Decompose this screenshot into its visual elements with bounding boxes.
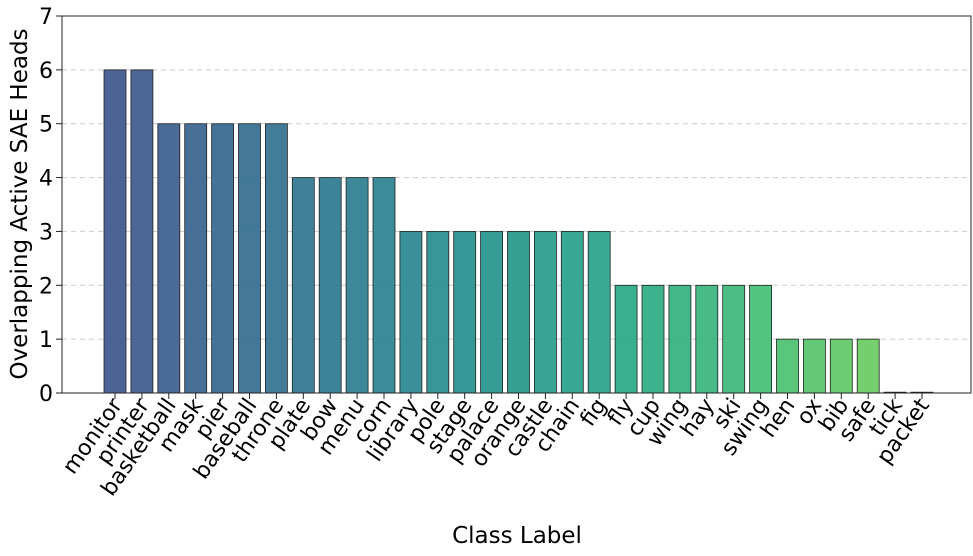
bar	[426, 231, 450, 394]
y-axis-title: Overlapping Active SAE Heads	[7, 28, 33, 379]
bar	[534, 231, 557, 394]
bar	[614, 284, 638, 394]
bar	[264, 123, 288, 394]
bar	[668, 284, 692, 394]
y-tick-label: 2	[39, 274, 53, 299]
bar	[480, 231, 504, 394]
bar	[829, 338, 853, 394]
plot-frame	[61, 15, 972, 394]
bar	[507, 231, 530, 394]
bar	[587, 231, 611, 394]
y-tick-label: 7	[39, 5, 53, 30]
bar	[211, 123, 235, 394]
bar	[641, 284, 665, 394]
bar	[749, 284, 772, 394]
y-tick-label: 0	[39, 382, 53, 407]
bar	[238, 123, 261, 394]
y-tick-label: 4	[39, 167, 53, 192]
bar	[399, 231, 423, 394]
bar	[695, 284, 719, 394]
x-axis-ticks: monitorprinterbasketballmaskpierbaseball…	[58, 393, 935, 501]
bar	[722, 284, 746, 394]
bar	[560, 231, 584, 394]
bar	[130, 69, 154, 394]
y-tick-label: 1	[39, 328, 53, 353]
bars	[103, 69, 934, 394]
bar	[318, 177, 342, 394]
bar	[184, 123, 208, 394]
bar	[372, 177, 396, 394]
y-tick-label: 6	[39, 59, 53, 84]
bar	[345, 177, 369, 394]
bar	[453, 231, 477, 394]
y-tick-label: 3	[39, 220, 53, 245]
bar	[776, 338, 799, 394]
y-tick-label: 5	[39, 113, 53, 138]
x-axis-title: Class Label	[452, 523, 582, 549]
bar	[157, 123, 181, 394]
bar	[291, 177, 315, 394]
plot-border	[61, 15, 972, 394]
y-axis-ticks: 0 1 2 3 4 5 6 7	[39, 5, 62, 407]
bar	[103, 69, 127, 394]
bar	[803, 338, 826, 394]
bar	[856, 338, 880, 394]
